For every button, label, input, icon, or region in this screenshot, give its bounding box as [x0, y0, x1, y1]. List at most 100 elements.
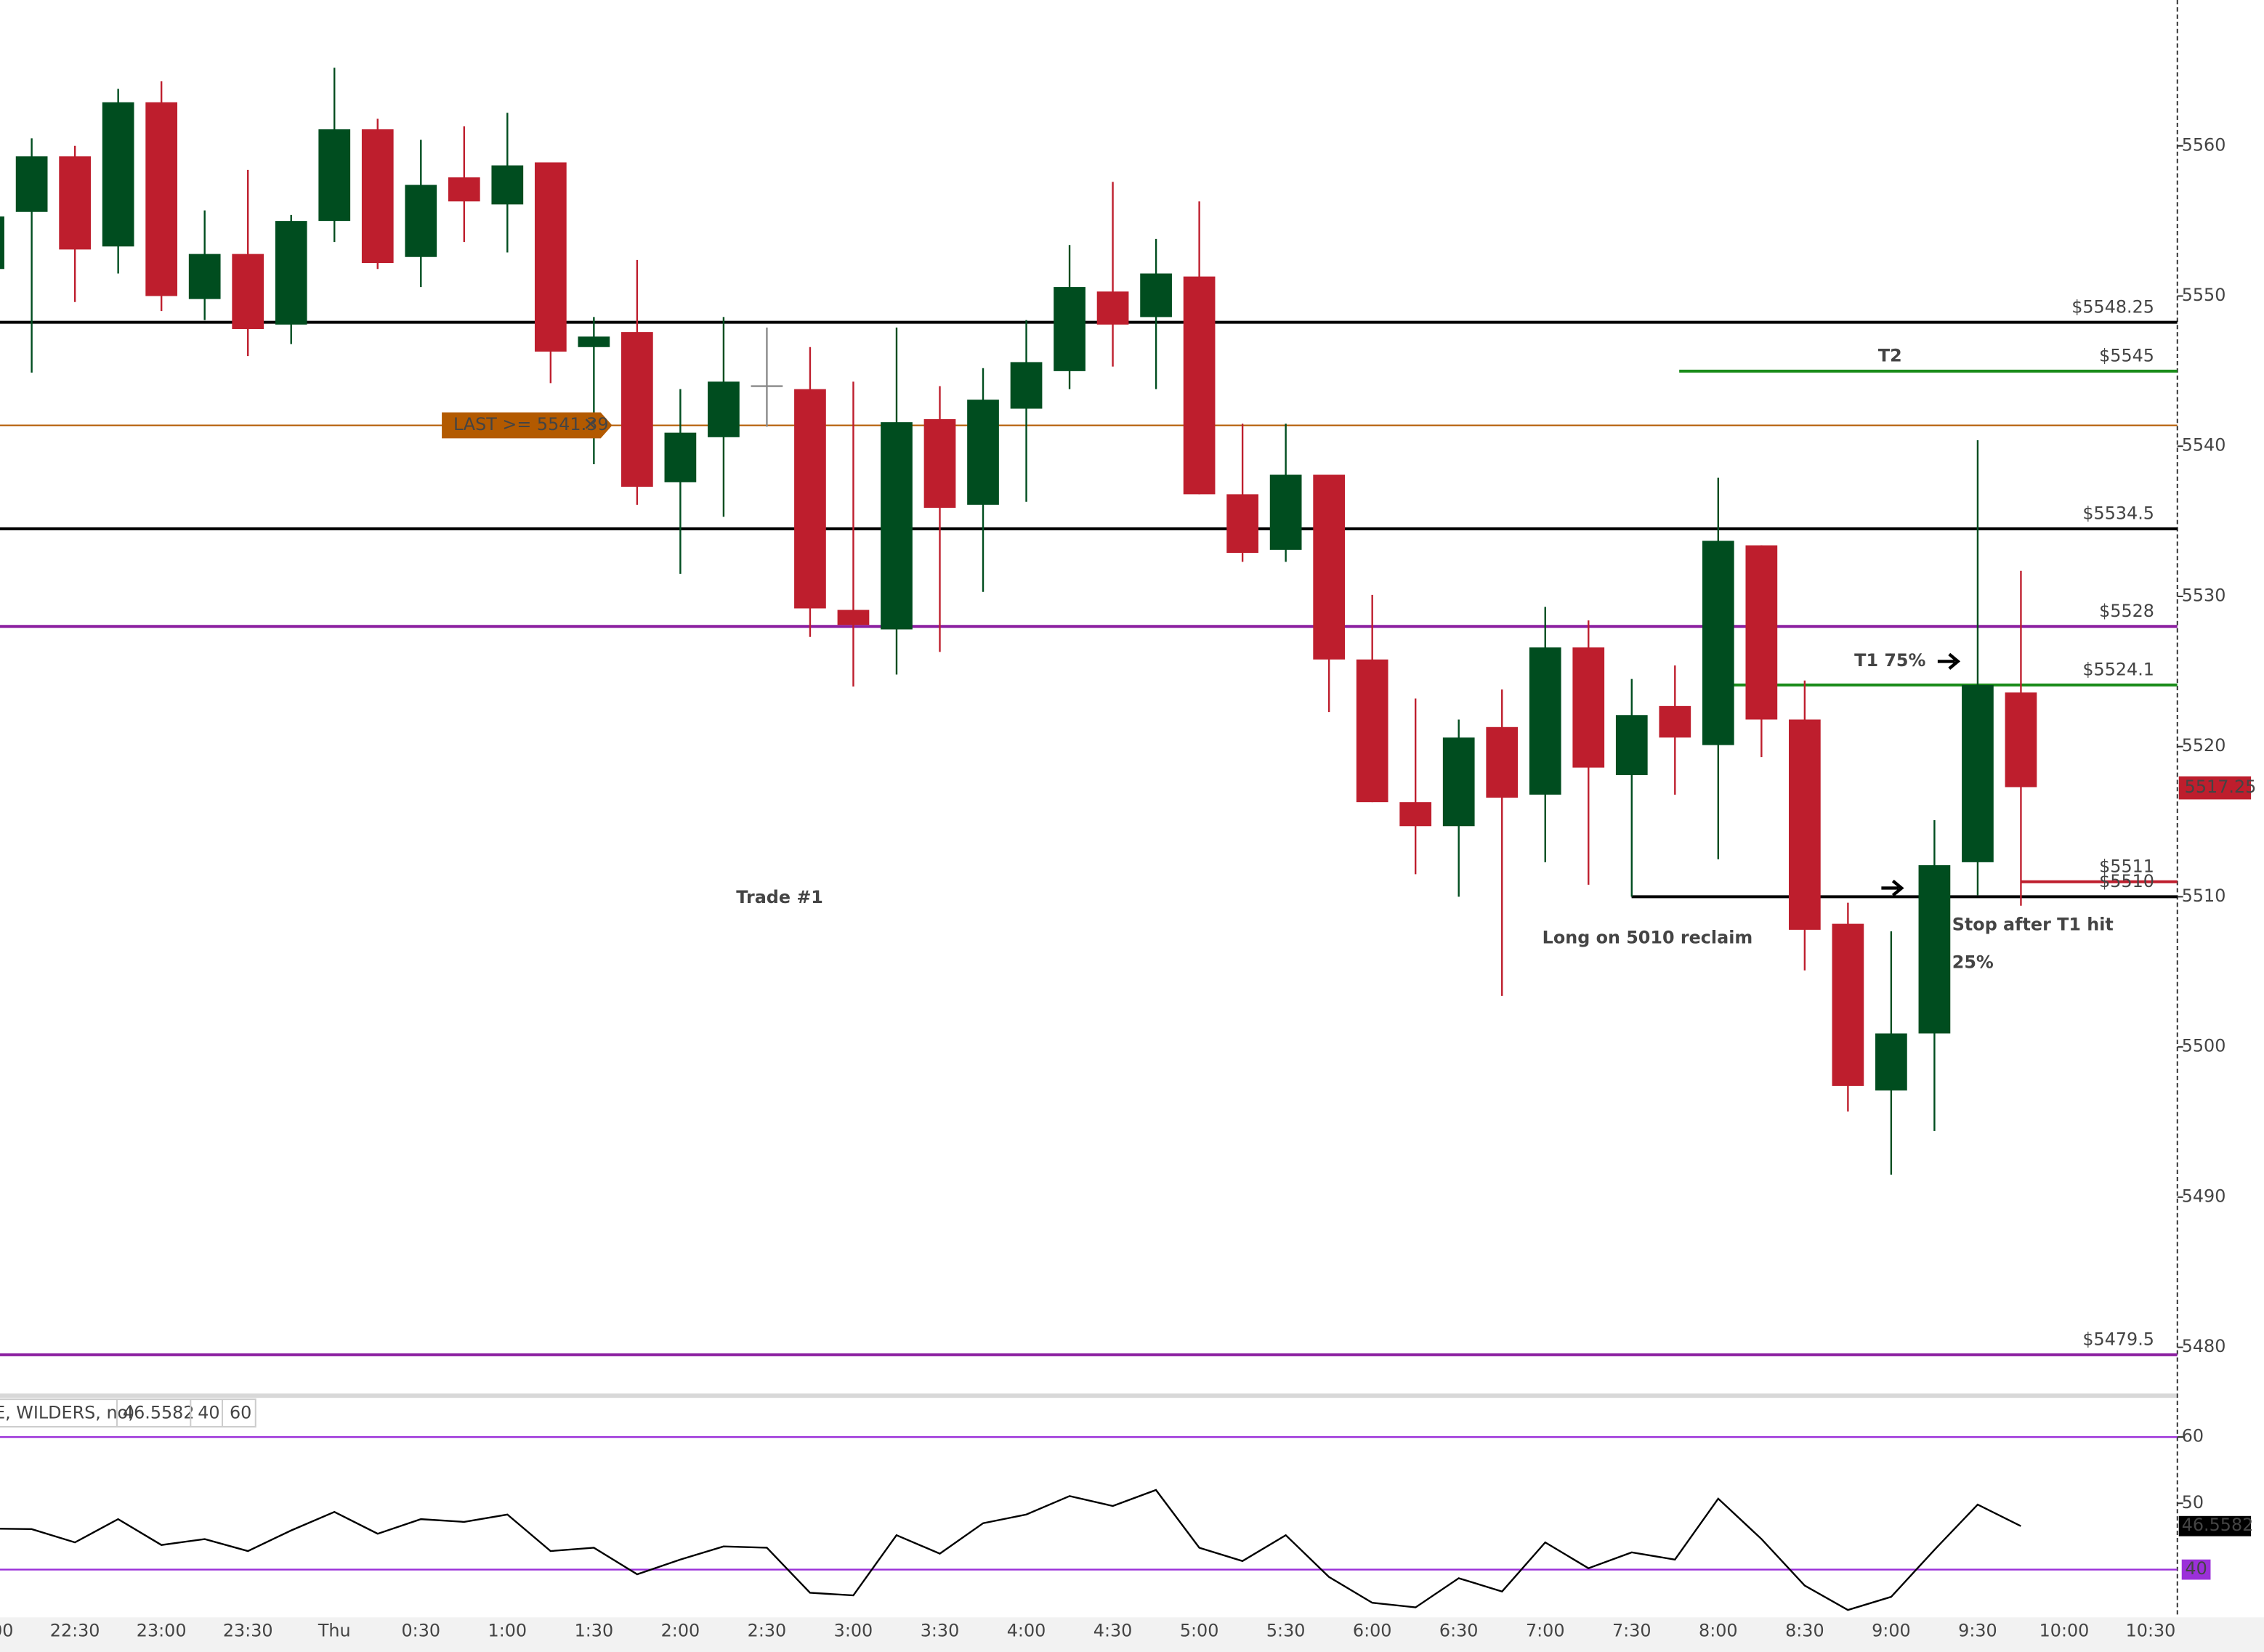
x-tick-label: 23:00 — [137, 1621, 187, 1641]
level-label: $5524.1 — [2082, 660, 2154, 680]
candle-body — [881, 422, 913, 630]
candle-body — [794, 389, 826, 609]
level-label: $5510 — [2099, 871, 2154, 891]
time-axis-band — [0, 1617, 2264, 1652]
candle-body — [1486, 726, 1519, 798]
level-label: $5548.25 — [2071, 296, 2154, 317]
x-tick-label: 10:30 — [2126, 1621, 2176, 1641]
x-tick-label: 4:30 — [1093, 1621, 1133, 1641]
candle-body — [578, 336, 610, 347]
rsi-level-label: 40 — [2185, 1558, 2207, 1579]
x-tick-label: 2:00 — [661, 1621, 700, 1641]
alert-label: LAST >= 5541.39 — [453, 414, 609, 434]
rsi-line — [0, 1489, 2021, 1611]
rsi-level-tag — [2181, 1559, 2211, 1580]
x-tick-label: 4:00 — [1007, 1621, 1046, 1641]
y-tick-label: 5540 — [2182, 435, 2226, 455]
rsi-tick-label: 60 — [2182, 1426, 2204, 1446]
level-label: $5528 — [2099, 601, 2154, 621]
candle-body — [923, 419, 956, 508]
overlay: 5480 5490 5500 5510 5520 5530 5540 5550 5560 22:0… — [0, 134, 2257, 1641]
annotation: Stop after T1 hit — [1952, 915, 2114, 935]
x-tick-label: 6:00 — [1353, 1621, 1392, 1641]
price-panel — [0, 68, 2178, 1356]
rsi-value-label: 46.5582 — [2182, 1515, 2254, 1535]
y-tick-label: 5530 — [2182, 585, 2226, 605]
x-tick-label: 22:30 — [50, 1621, 100, 1641]
candle-body — [1054, 287, 1085, 371]
x-tick-label: 6:30 — [1439, 1621, 1479, 1641]
x-tick-label: 9:30 — [1958, 1621, 1997, 1641]
x-tick-label: 3:00 — [834, 1621, 873, 1641]
candle-body — [621, 332, 653, 487]
y-tick-label: 5480 — [2182, 1336, 2226, 1356]
annotation: Trade #1 — [736, 887, 823, 907]
level-label: $5534.5 — [2082, 503, 2154, 524]
annotation: 25% — [1952, 952, 1994, 972]
candle-body — [318, 129, 351, 222]
alert-tag — [442, 412, 613, 439]
candle-body — [837, 610, 870, 625]
candle-body — [1140, 273, 1172, 317]
x-tick-label: 8:30 — [1785, 1621, 1824, 1641]
x-tick-label: 1:30 — [575, 1621, 614, 1641]
candle-body — [1529, 647, 1561, 795]
candle-body — [1010, 362, 1043, 409]
y-tick-label: 5550 — [2182, 285, 2226, 305]
x-tick-label: 1:00 — [488, 1621, 527, 1641]
candle-body — [1096, 291, 1129, 325]
candle-body — [1918, 865, 1951, 1034]
candle-body — [1313, 474, 1346, 660]
candle-body — [1962, 684, 1994, 862]
candle-body — [708, 381, 740, 437]
level-label: $5511 — [2099, 856, 2154, 876]
candle-body — [1745, 545, 1778, 720]
candle-body — [59, 156, 91, 250]
y-tick-label: 5510 — [2182, 886, 2226, 906]
x-tick-label: 9:00 — [1872, 1621, 1911, 1641]
study-level: 60 — [230, 1403, 251, 1423]
candle-body — [361, 129, 394, 264]
candle-body — [1442, 737, 1475, 827]
candle-body — [1399, 802, 1432, 827]
candle-body — [102, 102, 134, 247]
x-tick-label: 2:30 — [748, 1621, 787, 1641]
candle-body — [534, 162, 567, 352]
candle-body — [0, 216, 4, 270]
x-tick-label: 23:30 — [223, 1621, 273, 1641]
x-tick-label: 0:30 — [402, 1621, 441, 1641]
candle-body — [188, 254, 221, 299]
candle-body — [491, 165, 524, 205]
candle-body — [1183, 276, 1216, 495]
candle-body — [1226, 494, 1258, 553]
study-value: 46.5582 — [123, 1403, 195, 1423]
candle-body — [275, 221, 307, 325]
x-tick-label: 5:00 — [1180, 1621, 1219, 1641]
last-price-label: 5517.25 — [2185, 777, 2257, 797]
x-tick-label: 7:00 — [1526, 1621, 1565, 1641]
candle-body — [1615, 715, 1648, 775]
candle-body — [1572, 647, 1605, 768]
candle-body — [664, 432, 697, 482]
candle-body — [448, 177, 480, 202]
x-tick-label: 5:30 — [1266, 1621, 1306, 1641]
candle-body — [145, 102, 178, 296]
candle-body — [1269, 474, 1302, 550]
candle-body — [1832, 923, 1864, 1086]
x-tick-label: 8:00 — [1699, 1621, 1738, 1641]
candle-body — [1875, 1033, 1907, 1091]
study-level: 40 — [198, 1403, 219, 1423]
arrow — [1937, 652, 1961, 671]
candle-body — [15, 156, 48, 212]
alert-close: ✕ — [583, 414, 598, 434]
annotation: T2 — [1878, 345, 1902, 365]
level-label: $5479.5 — [2082, 1329, 2154, 1350]
y-tick-label: 5490 — [2182, 1186, 2226, 1206]
candle-body — [967, 400, 999, 505]
y-tick-label: 5500 — [2182, 1036, 2226, 1056]
rsi-value-tag — [2178, 1515, 2252, 1536]
y-tick-label: 5560 — [2182, 134, 2226, 155]
panel-divider — [0, 1393, 2178, 1398]
